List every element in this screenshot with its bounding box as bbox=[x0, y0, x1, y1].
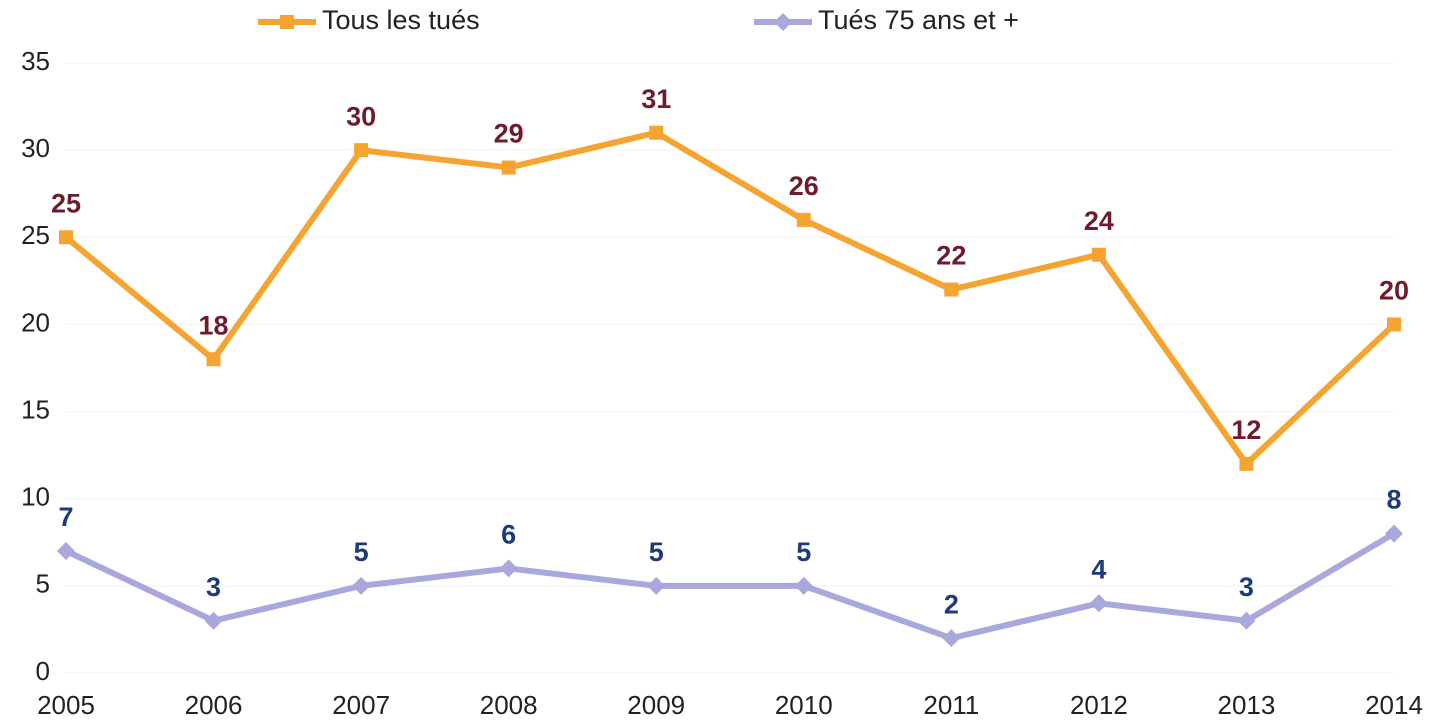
marker bbox=[501, 160, 516, 175]
marker bbox=[1239, 456, 1254, 471]
x-tick-label: 2009 bbox=[627, 690, 685, 720]
marker bbox=[59, 230, 73, 245]
x-tick-label: 2007 bbox=[332, 690, 390, 720]
x-tick-label: 2010 bbox=[775, 690, 833, 720]
x-tick-label: 2005 bbox=[37, 690, 95, 720]
marker bbox=[647, 576, 666, 595]
data-label: 3 bbox=[206, 572, 221, 602]
marker bbox=[204, 611, 223, 630]
x-tick-label: 2011 bbox=[923, 690, 979, 720]
marker bbox=[354, 143, 369, 158]
y-tick-label: 35 bbox=[21, 46, 50, 76]
marker bbox=[1385, 524, 1403, 543]
marker bbox=[1387, 317, 1401, 332]
x-tick-label: 2006 bbox=[185, 690, 243, 720]
data-label: 5 bbox=[354, 537, 369, 567]
marker bbox=[794, 576, 813, 595]
y-tick-label: 5 bbox=[36, 569, 50, 599]
data-label: 18 bbox=[199, 310, 229, 340]
marker bbox=[280, 15, 294, 29]
y-tick-label: 10 bbox=[21, 482, 50, 512]
data-label: 3 bbox=[1239, 572, 1254, 602]
x-tick-label: 2014 bbox=[1365, 690, 1423, 720]
data-label: 20 bbox=[1379, 276, 1409, 306]
data-label: 22 bbox=[936, 241, 966, 271]
data-label: 5 bbox=[796, 537, 811, 567]
data-label: 30 bbox=[346, 101, 376, 131]
y-tick-label: 15 bbox=[21, 394, 50, 424]
x-tick-label: 2013 bbox=[1218, 690, 1276, 720]
data-label: 29 bbox=[494, 119, 524, 149]
y-tick-label: 30 bbox=[21, 133, 50, 163]
marker bbox=[774, 13, 792, 31]
y-tick-label: 20 bbox=[21, 307, 50, 337]
series-line bbox=[64, 129, 1397, 467]
marker bbox=[1091, 247, 1106, 262]
data-label: 4 bbox=[1091, 554, 1106, 584]
y-tick-label: 25 bbox=[21, 220, 50, 250]
data-label: 25 bbox=[51, 188, 81, 218]
marker bbox=[352, 576, 371, 595]
marker bbox=[942, 629, 961, 648]
data-label: 5 bbox=[649, 537, 664, 567]
marker bbox=[649, 125, 664, 140]
data-label: 8 bbox=[1386, 485, 1401, 515]
marker bbox=[1089, 594, 1108, 613]
marker bbox=[1237, 611, 1256, 630]
marker bbox=[57, 542, 75, 560]
data-label: 12 bbox=[1231, 415, 1261, 445]
marker bbox=[796, 212, 811, 227]
marker bbox=[206, 352, 221, 367]
y-tick-label: 0 bbox=[36, 656, 50, 686]
marker bbox=[944, 282, 959, 297]
marker bbox=[499, 559, 518, 578]
legend-label: Tous les tués bbox=[322, 5, 480, 35]
x-tick-label: 2008 bbox=[480, 690, 538, 720]
legend-label: Tués 75 ans et + bbox=[818, 5, 1019, 35]
data-label: 7 bbox=[58, 502, 73, 532]
data-label: 31 bbox=[641, 84, 671, 114]
data-label: 24 bbox=[1084, 206, 1114, 236]
data-label: 6 bbox=[501, 520, 516, 550]
series-line bbox=[64, 530, 1396, 642]
x-tick-label: 2012 bbox=[1070, 690, 1128, 720]
data-label: 2 bbox=[944, 589, 959, 619]
data-label: 26 bbox=[789, 171, 819, 201]
